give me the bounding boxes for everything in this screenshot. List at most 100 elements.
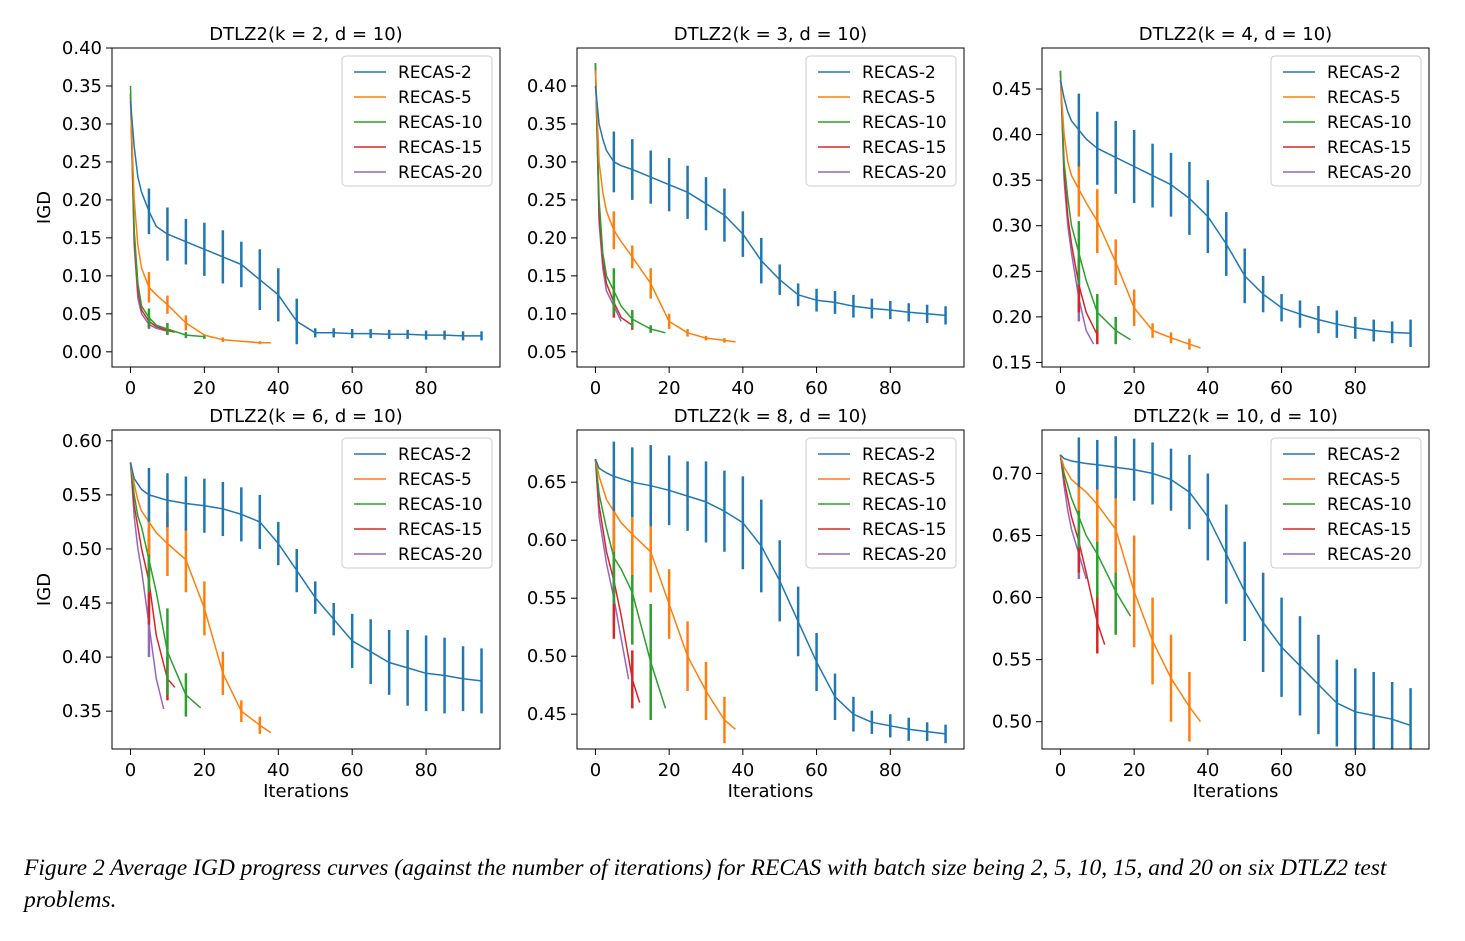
series-line-recas-15 — [1059, 70, 1098, 336]
y-tick-label: 0.25 — [527, 190, 567, 211]
y-tick-label: 0.65 — [992, 526, 1032, 547]
axes-frame — [1041, 47, 1430, 368]
legend-label: RECAS-15 — [398, 138, 483, 158]
legend: RECAS-2 RECAS-5 RECAS-10 RECAS-15 RECAS-20 — [1270, 55, 1422, 187]
x-tick-label: 0 — [1055, 378, 1066, 399]
y-tick-label: 0.55 — [992, 650, 1032, 671]
x-tick-label: 60 — [341, 378, 364, 399]
y-tick-label: 0.65 — [527, 472, 567, 493]
y-tick-label: 0.35 — [527, 114, 567, 135]
legend: RECAS-2 RECAS-5 RECAS-10 RECAS-15 RECAS-20 — [1270, 437, 1422, 569]
legend-label: RECAS-2 — [398, 445, 472, 465]
x-tick-label: 60 — [805, 760, 828, 781]
x-tick-label: 40 — [267, 760, 290, 781]
legend-label: RECAS-5 — [862, 470, 936, 490]
legend-label: RECAS-10 — [1327, 495, 1412, 515]
y-tick-label: 0.15 — [992, 352, 1032, 373]
legend-box — [805, 55, 957, 187]
y-tick-label: 0.70 — [992, 463, 1032, 484]
y-tick-label: 0.05 — [527, 342, 567, 363]
y-axis-label: IGD — [34, 191, 55, 224]
legend-label: RECAS-15 — [862, 138, 947, 158]
legend-label: RECAS-2 — [862, 63, 936, 83]
legend-label: RECAS-15 — [1327, 138, 1412, 158]
legend-label: RECAS-10 — [862, 113, 947, 133]
chart-title: DTLZ2(k = 3, d = 10) — [674, 24, 867, 45]
x-tick-label: 80 — [879, 760, 902, 781]
series-line-recas-20 — [594, 458, 630, 680]
legend-label: RECAS-5 — [398, 470, 472, 490]
y-tick-label: 0.10 — [62, 266, 102, 287]
legend-label: RECAS-2 — [1327, 63, 1401, 83]
x-tick-label: 60 — [1270, 378, 1293, 399]
chart-panel-6: 0 20 40 60 80 0.50 0.55 0.60 0.65 0.70 DTLZ2(k = 1… — [992, 406, 1430, 802]
y-tick-label: 0.15 — [527, 266, 567, 287]
chart-panel-2: 0 20 40 60 80 0.05 0.10 0.15 0.20 0.25 0.30 0.35 0.4… — [527, 24, 965, 399]
y-tick-label: 0.50 — [992, 712, 1032, 733]
x-tick-label: 80 — [1344, 378, 1367, 399]
y-tick-label: 0.30 — [62, 114, 102, 135]
legend-label: RECAS-2 — [862, 445, 936, 465]
legend-label: RECAS-5 — [398, 88, 472, 108]
x-tick-label: 80 — [879, 378, 902, 399]
y-tick-label: 0.40 — [62, 647, 102, 668]
y-tick-label: 0.45 — [992, 79, 1032, 100]
x-tick-label: 60 — [805, 378, 828, 399]
plot-area — [129, 462, 483, 734]
x-tick-label: 20 — [193, 378, 216, 399]
series-line-recas-20 — [129, 462, 165, 710]
y-tick-label: 0.60 — [992, 588, 1032, 609]
y-tick-label: 0.00 — [62, 342, 102, 363]
legend-label: RECAS-5 — [1327, 88, 1401, 108]
series-line-recas-5 — [1059, 454, 1202, 723]
legend: RECAS-2 RECAS-5 RECAS-10 RECAS-15 RECAS-20 — [805, 437, 957, 569]
y-tick-label: 0.30 — [992, 216, 1032, 237]
legend-box — [805, 437, 957, 569]
x-tick-label: 20 — [658, 378, 681, 399]
legend-label: RECAS-15 — [398, 520, 483, 540]
y-axis-label: IGD — [34, 573, 55, 606]
chart-title: DTLZ2(k = 2, d = 10) — [209, 24, 402, 45]
x-axis-label: Iterations — [263, 781, 349, 802]
legend-box — [1270, 437, 1422, 569]
x-tick-label: 20 — [658, 760, 681, 781]
plot-area — [594, 63, 947, 343]
legend-label: RECAS-10 — [862, 495, 947, 515]
y-tick-label: 0.15 — [62, 228, 102, 249]
figure-panels: 0 20 40 60 80 0.00 0.05 0.10 0.15 0.20 0.25 0.30 0.3… — [34, 24, 1430, 802]
legend-label: RECAS-10 — [398, 113, 483, 133]
legend-label: RECAS-10 — [1327, 113, 1412, 133]
chart-title: DTLZ2(k = 6, d = 10) — [209, 406, 402, 427]
y-tick-label: 0.20 — [62, 190, 102, 211]
y-tick-label: 0.20 — [992, 307, 1032, 328]
legend-label: RECAS-15 — [1327, 520, 1412, 540]
figure-caption: Figure 2 Average IGD progress curves (ag… — [24, 855, 1387, 913]
legend: RECAS-2 RECAS-5 RECAS-10 RECAS-15 RECAS-20 — [341, 55, 493, 187]
y-tick-label: 0.40 — [992, 125, 1032, 146]
legend: RECAS-2 RECAS-5 RECAS-10 RECAS-15 RECAS-20 — [341, 437, 493, 569]
x-tick-label: 0 — [590, 760, 601, 781]
x-tick-label: 0 — [1055, 760, 1066, 781]
legend-label: RECAS-5 — [1327, 470, 1401, 490]
x-tick-label: 0 — [125, 378, 136, 399]
series-line-recas-10 — [1059, 70, 1131, 341]
legend-label: RECAS-20 — [398, 163, 483, 183]
y-tick-label: 0.35 — [992, 170, 1032, 191]
chart-title: DTLZ2(k = 10, d = 10) — [1133, 406, 1338, 427]
y-tick-label: 0.55 — [62, 485, 102, 506]
chart-title: DTLZ2(k = 8, d = 10) — [674, 406, 867, 427]
x-tick-label: 40 — [731, 760, 754, 781]
y-tick-label: 0.60 — [527, 530, 567, 551]
y-tick-label: 0.30 — [527, 152, 567, 173]
x-tick-label: 40 — [1196, 760, 1219, 781]
chart-title: DTLZ2(k = 4, d = 10) — [1139, 24, 1332, 45]
x-axis-label: Iterations — [1193, 781, 1279, 802]
plot-area — [1059, 436, 1412, 749]
legend-box — [341, 55, 493, 187]
x-tick-label: 20 — [193, 760, 216, 781]
axes-frame — [576, 429, 965, 750]
y-tick-label: 0.25 — [992, 261, 1032, 282]
series-line-recas-15 — [594, 63, 633, 326]
series-line-recas-5 — [129, 101, 271, 344]
legend-label: RECAS-20 — [1327, 545, 1412, 565]
